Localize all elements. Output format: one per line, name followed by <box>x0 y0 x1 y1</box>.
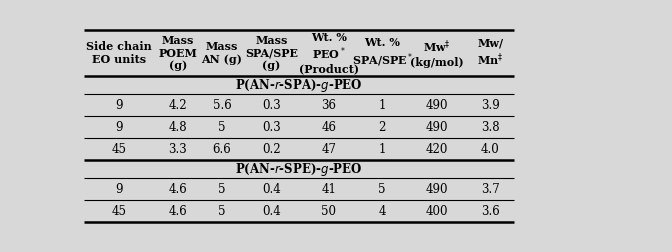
Text: 45: 45 <box>112 205 126 218</box>
Text: 47: 47 <box>321 143 336 155</box>
Text: 4: 4 <box>378 205 386 218</box>
Text: Mw/
Mn$^{‡}$: Mw/ Mn$^{‡}$ <box>477 38 503 68</box>
Text: 4.2: 4.2 <box>169 99 187 112</box>
Text: 36: 36 <box>321 99 336 112</box>
Text: 5.6: 5.6 <box>212 99 231 112</box>
Text: 5: 5 <box>218 205 226 218</box>
Text: 3.7: 3.7 <box>481 183 499 196</box>
Text: 490: 490 <box>425 183 448 196</box>
Text: Side chain
EO units: Side chain EO units <box>86 41 152 65</box>
Text: 3.3: 3.3 <box>169 143 187 155</box>
Text: 5: 5 <box>218 121 226 134</box>
Text: P(AN-$\it{r}$-SPE)-$\it{g}$-PEO: P(AN-$\it{r}$-SPE)-$\it{g}$-PEO <box>235 161 362 178</box>
Text: 490: 490 <box>425 99 448 112</box>
Text: 4.6: 4.6 <box>169 205 187 218</box>
Text: 1: 1 <box>378 99 386 112</box>
Text: 0.3: 0.3 <box>262 99 281 112</box>
Text: Mass
SPA/SPE
(g): Mass SPA/SPE (g) <box>245 35 298 71</box>
Text: 3.8: 3.8 <box>481 121 499 134</box>
Text: Wt. %
SPA/SPE$^*$: Wt. % SPA/SPE$^*$ <box>351 38 413 69</box>
Text: 41: 41 <box>321 183 336 196</box>
Text: 2: 2 <box>378 121 386 134</box>
Text: Mw$^{‡}$
(kg/mol): Mw$^{‡}$ (kg/mol) <box>410 38 464 68</box>
Text: 9: 9 <box>116 183 123 196</box>
Text: 3.9: 3.9 <box>481 99 499 112</box>
Text: 9: 9 <box>116 121 123 134</box>
Text: 400: 400 <box>425 205 448 218</box>
Text: Mass
AN (g): Mass AN (g) <box>202 41 243 65</box>
Text: 5: 5 <box>218 183 226 196</box>
Text: 6.6: 6.6 <box>212 143 231 155</box>
Text: 9: 9 <box>116 99 123 112</box>
Text: 0.4: 0.4 <box>262 183 281 196</box>
Text: 50: 50 <box>321 205 336 218</box>
Text: 4.6: 4.6 <box>169 183 187 196</box>
Text: 3.6: 3.6 <box>481 205 499 218</box>
Text: 0.2: 0.2 <box>262 143 281 155</box>
Text: 5: 5 <box>378 183 386 196</box>
Text: P(AN-$\it{r}$-SPA)-$\it{g}$-PEO: P(AN-$\it{r}$-SPA)-$\it{g}$-PEO <box>235 77 363 93</box>
Text: 420: 420 <box>425 143 448 155</box>
Text: 4.0: 4.0 <box>481 143 499 155</box>
Text: Wt. %
PEO$^*$
(Product): Wt. % PEO$^*$ (Product) <box>299 32 359 75</box>
Text: 46: 46 <box>321 121 336 134</box>
Text: 1: 1 <box>378 143 386 155</box>
Text: 45: 45 <box>112 143 126 155</box>
Text: 4.8: 4.8 <box>169 121 187 134</box>
Text: 490: 490 <box>425 121 448 134</box>
Text: 0.4: 0.4 <box>262 205 281 218</box>
Text: 0.3: 0.3 <box>262 121 281 134</box>
Text: Mass
POEM
(g): Mass POEM (g) <box>159 35 197 71</box>
